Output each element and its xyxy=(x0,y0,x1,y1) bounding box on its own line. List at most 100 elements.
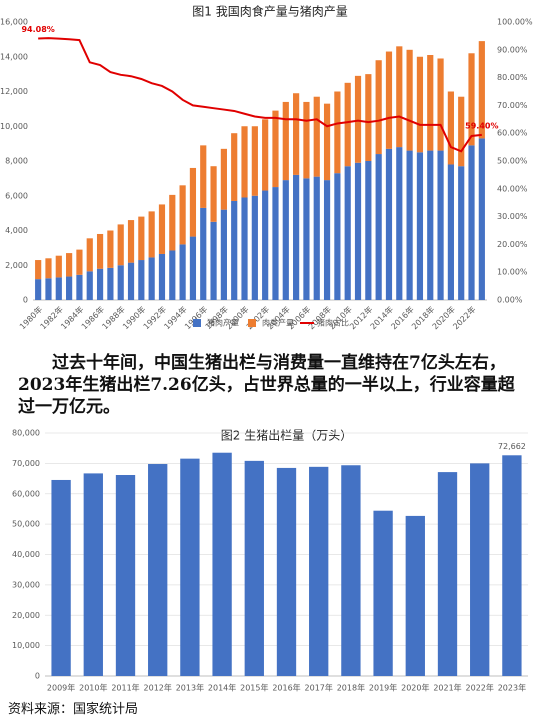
bar xyxy=(210,166,217,222)
bar xyxy=(107,267,114,300)
y-tick-label: 16,000 xyxy=(0,18,28,27)
bar xyxy=(458,96,465,167)
bar xyxy=(282,101,289,181)
bar xyxy=(437,472,458,676)
y2-tick-label: 90.00% xyxy=(497,45,528,54)
y2-tick-label: 30.00% xyxy=(497,212,528,221)
bar xyxy=(427,55,434,151)
y-tick-label: 10,000 xyxy=(12,641,40,650)
y2-tick-label: 60.00% xyxy=(497,129,528,138)
y-tick-label: 8,000 xyxy=(5,157,28,166)
legend-swatch xyxy=(248,319,256,327)
chart-title: 图1 我国肉食产量与猪肉产量 xyxy=(192,4,347,19)
bar xyxy=(51,479,71,676)
chart-title: 图2 生猪出栏量（万头） xyxy=(221,428,352,443)
bar xyxy=(385,51,393,149)
x-tick-label: 2020年 xyxy=(401,683,429,693)
source-note: 资料来源：国家统计局 xyxy=(8,702,139,717)
bar xyxy=(158,204,166,254)
x-tick-label: 2022年 xyxy=(466,683,494,693)
bar xyxy=(405,515,425,676)
bar xyxy=(293,93,300,175)
x-tick-label: 2013年 xyxy=(176,683,204,693)
x-tick-label: 2018年 xyxy=(337,683,365,693)
x-tick-label: 2014年 xyxy=(208,683,236,693)
bar xyxy=(437,150,444,300)
bar xyxy=(86,271,93,300)
bar xyxy=(458,166,465,300)
y2-tick-label: 40.00% xyxy=(497,184,528,193)
bar xyxy=(210,221,217,300)
bar xyxy=(66,253,73,277)
bar xyxy=(427,150,434,300)
bar xyxy=(478,41,485,139)
bar xyxy=(468,53,475,146)
bar xyxy=(117,224,124,266)
data-label: 59.40% xyxy=(465,121,498,130)
bar xyxy=(272,110,279,188)
bar xyxy=(179,185,186,245)
legend-label: 猪肉占比 xyxy=(317,318,349,328)
bar xyxy=(96,268,104,300)
bar xyxy=(406,49,413,151)
bar xyxy=(262,119,269,191)
bar xyxy=(309,466,329,676)
bar xyxy=(180,458,200,676)
bar xyxy=(303,178,310,300)
bar xyxy=(244,460,264,676)
legend-label: 肉类产量 xyxy=(262,318,294,328)
data-label: 72,662 xyxy=(498,442,526,451)
bar xyxy=(148,464,168,676)
y-tick-label: 6,000 xyxy=(5,191,28,200)
y2-tick-label: 100.00% xyxy=(497,18,533,27)
bar xyxy=(354,75,362,163)
bar xyxy=(365,161,372,300)
bar xyxy=(437,58,444,151)
bar xyxy=(83,473,103,676)
bar xyxy=(148,257,155,300)
bar xyxy=(416,152,424,300)
y-tick-label: 20,000 xyxy=(12,611,40,620)
bar xyxy=(138,260,145,300)
legend-swatch xyxy=(193,319,201,327)
bar xyxy=(447,91,454,165)
x-tick-label: 2021年 xyxy=(433,683,461,693)
line xyxy=(38,37,482,153)
data-label: 94.08% xyxy=(21,25,54,34)
y-tick-label: 50,000 xyxy=(12,520,40,529)
y-tick-label: 10,000 xyxy=(0,122,28,131)
x-tick-label: 2011年 xyxy=(111,683,139,693)
y-tick-label: 12,000 xyxy=(0,87,28,96)
bar xyxy=(212,452,232,676)
bar xyxy=(231,200,238,300)
bar xyxy=(468,145,475,300)
bar xyxy=(35,279,42,300)
bar xyxy=(241,197,248,300)
bar xyxy=(251,195,258,300)
bar xyxy=(447,164,454,300)
bar xyxy=(127,262,135,300)
bar xyxy=(158,253,166,300)
x-tick-label: 2015年 xyxy=(240,683,268,693)
x-tick-label: 2017年 xyxy=(305,683,333,693)
y-tick-label: 4,000 xyxy=(5,226,28,235)
bar xyxy=(115,475,136,676)
bar xyxy=(478,138,485,300)
bar xyxy=(323,180,331,300)
bar xyxy=(189,236,197,300)
bar xyxy=(344,166,351,300)
bar xyxy=(313,176,320,300)
y-tick-label: 30,000 xyxy=(12,580,40,589)
y-tick-label: 40,000 xyxy=(12,550,40,559)
bar xyxy=(313,96,320,177)
bar xyxy=(323,103,331,181)
bar xyxy=(262,190,269,300)
bar xyxy=(354,162,362,300)
x-tick-label: 2022年 xyxy=(451,304,478,331)
y2-tick-label: 70.00% xyxy=(497,101,528,110)
bar xyxy=(396,147,403,300)
bar xyxy=(117,265,124,300)
bar xyxy=(66,276,73,300)
